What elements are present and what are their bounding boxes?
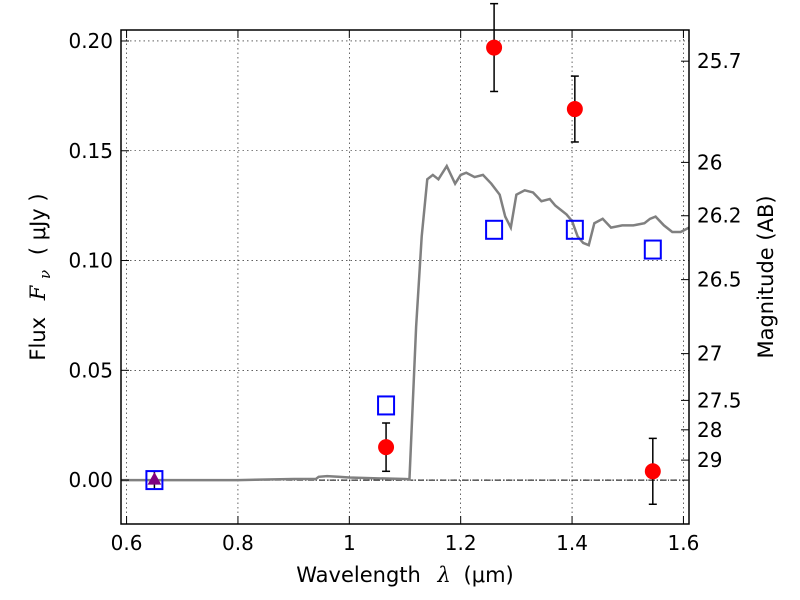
y-tick-label: 0.15 <box>68 139 113 163</box>
y2-tick-label: 26.2 <box>697 204 742 228</box>
model-flux-square <box>485 219 504 240</box>
model-flux-square <box>565 219 584 240</box>
y-axis-title: Flux F ν ( μJy ) <box>26 193 55 360</box>
y2-tick-label: 29 <box>697 448 722 472</box>
x-axis-label-text: Wavelength <box>296 563 421 587</box>
photometry-layer <box>145 2 662 505</box>
observed-flux-point <box>486 39 503 56</box>
y-axis-unit: ( μJy ) <box>26 193 50 255</box>
y2-tick-label: 27 <box>697 342 722 366</box>
y-axis-label-text: Flux <box>26 317 50 361</box>
observed-flux-point <box>566 101 583 118</box>
model-flux-square <box>145 470 164 491</box>
x-tick-label: 1.6 <box>668 531 700 555</box>
x-tick-label: 1.4 <box>556 531 588 555</box>
y-tick-label: 0.10 <box>68 249 113 273</box>
y-axis-symbol: F <box>26 284 50 301</box>
x-axis-title: Wavelength λ (μm) <box>296 563 513 587</box>
y-axis-subscript: ν <box>36 270 54 279</box>
x-tick-label: 1.2 <box>445 531 477 555</box>
y-tick-label: 0.00 <box>68 468 113 492</box>
x-axis-unit: (μm) <box>464 563 514 587</box>
axis-ticks: 0.6 0.8 1 1.2 1.4 1.6 0.00 0.05 0.10 0.15 0.20 25.7… <box>68 29 741 555</box>
upper-limit-triangle <box>147 472 162 485</box>
y-tick-label: 0.20 <box>68 29 113 53</box>
observed-flux-point <box>378 439 395 456</box>
y2-tick-label: 28 <box>697 418 722 442</box>
observed-flux-point <box>644 463 661 480</box>
x-tick-label: 0.8 <box>222 531 254 555</box>
x-axis-symbol: λ <box>437 563 451 587</box>
model-flux-square <box>643 239 662 260</box>
y2-tick-label: 27.5 <box>697 388 742 412</box>
model-sed-line <box>121 163 690 482</box>
y2-axis-title: Magnitude (AB) <box>754 195 778 358</box>
plot-frame <box>120 29 690 525</box>
y2-tick-label: 25.7 <box>697 49 742 73</box>
y2-tick-label: 26 <box>697 150 722 174</box>
model-flux-square <box>377 395 396 416</box>
x-tick-label: 0.6 <box>111 531 143 555</box>
y-tick-label: 0.05 <box>68 358 113 382</box>
model-sed-layer <box>121 163 690 482</box>
x-tick-label: 1 <box>343 531 356 555</box>
y2-tick-label: 26.5 <box>697 268 742 292</box>
